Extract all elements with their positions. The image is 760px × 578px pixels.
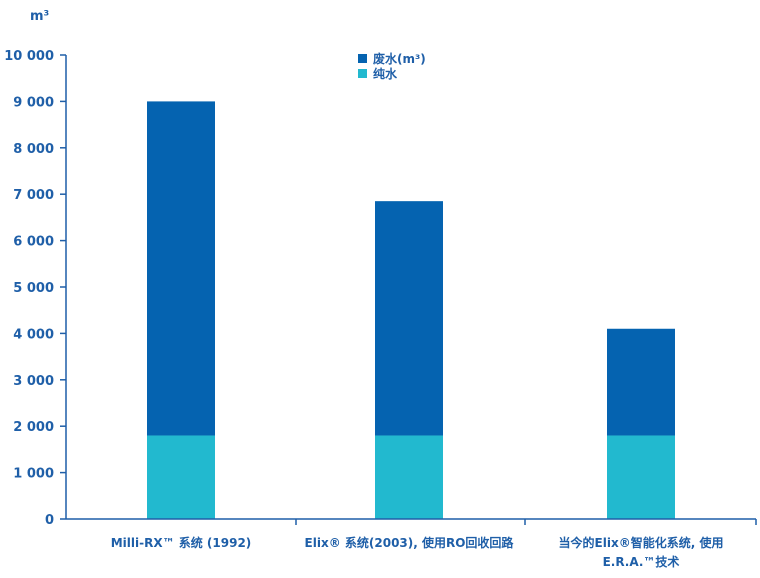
legend-label: 废水(m³) xyxy=(373,51,426,66)
legend-swatch xyxy=(358,54,367,63)
bar-segment-pure-water-2 xyxy=(375,435,443,519)
x-category-label: E.R.A.™技术 xyxy=(603,554,680,569)
y-tick-label: 5 000 xyxy=(13,281,54,296)
y-tick-label: 0 xyxy=(45,513,54,528)
bars xyxy=(147,101,675,519)
y-tick-label: 6 000 xyxy=(13,235,54,250)
x-category-label: 当今的Elix®智能化系统, 使用 xyxy=(559,535,724,550)
legend-swatch xyxy=(358,69,367,78)
y-tick-label: 3 000 xyxy=(13,374,54,389)
bar-segment-waste-water-2 xyxy=(375,201,443,436)
y-tick-label: 8 000 xyxy=(13,142,54,157)
y-tick-label: 7 000 xyxy=(13,188,54,203)
legend: 废水(m³)纯水 xyxy=(358,51,426,81)
bar-segment-pure-water-3 xyxy=(607,435,675,519)
y-axis-unit-label: m³ xyxy=(30,9,49,24)
x-category-label: Milli-RX™ 系统 (1992) xyxy=(111,535,252,550)
bar-segment-waste-water-3 xyxy=(607,328,675,436)
y-tick-label: 1 000 xyxy=(13,467,54,482)
bar-segment-waste-water-1 xyxy=(147,101,215,436)
x-axis-labels: Milli-RX™ 系统 (1992) Elix® 系统(2003), 使用RO回… xyxy=(111,535,724,569)
x-category-label: Elix® 系统(2003), 使用RO回收回路 xyxy=(305,535,515,550)
y-tick-label: 9 000 xyxy=(13,95,54,110)
y-tick-label: 4 000 xyxy=(13,327,54,342)
axes xyxy=(65,55,757,525)
y-axis-ticks: 0 1 000 2 000 3 000 4 000 5 000 6 000 7 000 8 00… xyxy=(4,49,66,528)
legend-label: 纯水 xyxy=(373,66,398,81)
y-tick-label: 2 000 xyxy=(13,420,54,435)
y-tick-label: 10 000 xyxy=(4,49,54,64)
bar-segment-pure-water-1 xyxy=(147,435,215,519)
